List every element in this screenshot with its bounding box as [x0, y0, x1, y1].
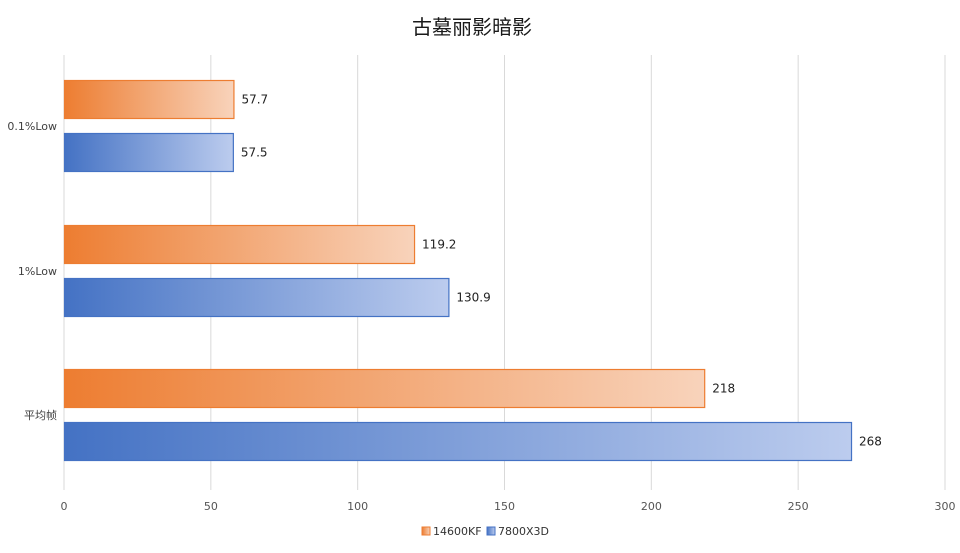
- data-labels: 57.7 57.5 119.2 130.9 218 268: [241, 93, 882, 449]
- bar-7800x3d-2: [63, 421, 853, 462]
- legend-label: 7800X3D: [498, 525, 549, 538]
- x-tick-label: 100: [347, 500, 368, 513]
- x-tick-label: 250: [788, 500, 809, 513]
- x-tick-label: 50: [204, 500, 218, 513]
- bar-14600kf-0: [63, 79, 235, 120]
- data-label: 119.2: [422, 238, 456, 252]
- legend-swatch-14600kf: [421, 526, 431, 536]
- data-label: 57.5: [241, 146, 268, 160]
- bar-7800x3d-0: [63, 132, 234, 173]
- bar-7800x3d-1: [63, 277, 450, 318]
- bar-14600kf-1: [63, 224, 416, 265]
- y-category-label: 平均帧: [24, 408, 57, 422]
- x-tick-label: 300: [935, 500, 956, 513]
- y-category-label: 1%Low: [18, 265, 57, 278]
- x-tick-label: 200: [641, 500, 662, 513]
- gridlines: [63, 55, 946, 490]
- x-tick-label: 0: [61, 500, 68, 513]
- axes: 0 50 100 150 200 250 300 0.1%Low 1%Low 平均帧: [7, 120, 955, 513]
- legend: 14600KF 7800X3D: [421, 525, 549, 538]
- y-category-label: 0.1%Low: [7, 120, 57, 133]
- bar-14600kf-2: [63, 368, 706, 409]
- data-label: 130.9: [456, 291, 490, 305]
- bars: [63, 79, 853, 462]
- data-label: 218: [712, 382, 735, 396]
- chart-title: 古墓丽影暗影: [412, 15, 532, 39]
- data-label: 268: [859, 435, 882, 449]
- x-tick-label: 150: [494, 500, 515, 513]
- legend-swatch-7800x3d: [486, 526, 496, 536]
- data-label: 57.7: [241, 93, 268, 107]
- legend-label: 14600KF: [433, 525, 482, 538]
